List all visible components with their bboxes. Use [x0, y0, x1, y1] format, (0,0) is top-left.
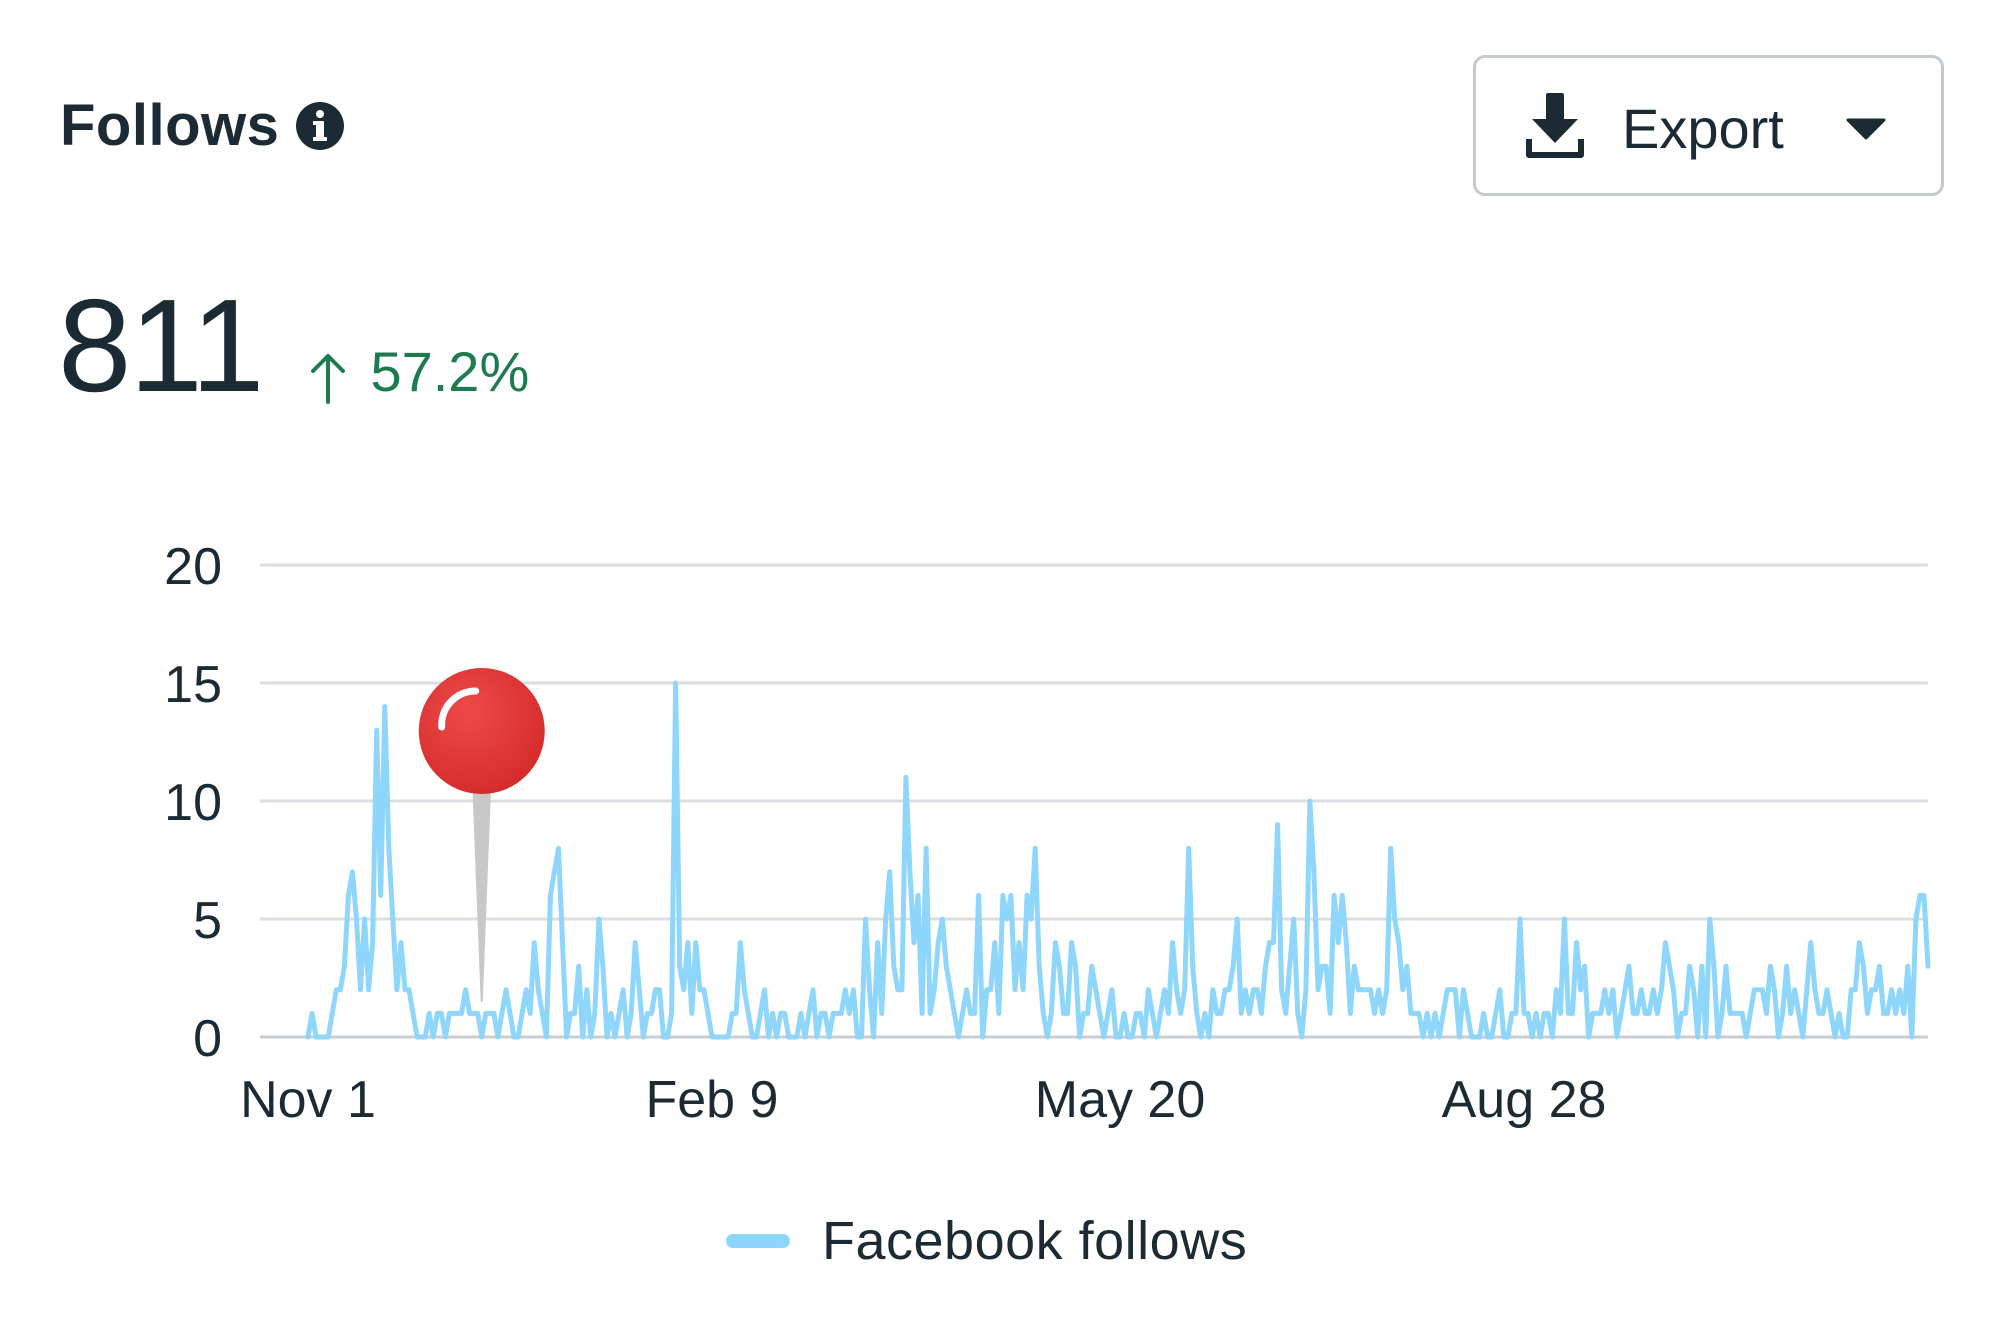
- x-tick-label: Nov 1: [240, 1071, 376, 1129]
- x-tick-label: Feb 9: [645, 1071, 778, 1129]
- x-tick-label: Aug 28: [1442, 1071, 1607, 1129]
- y-tick-label: 10: [164, 774, 222, 832]
- pin-head: [419, 668, 545, 794]
- legend-swatch: [726, 1234, 790, 1248]
- y-tick-label: 0: [193, 1010, 222, 1068]
- series-line-facebook-follows: [308, 683, 1928, 1037]
- chart-series: [308, 683, 1928, 1037]
- chart-legend: Facebook follows: [726, 1210, 1247, 1272]
- red-pushpin-icon: [419, 668, 545, 1002]
- y-tick-label: 5: [193, 892, 222, 950]
- y-tick-label: 15: [164, 656, 222, 714]
- x-axis-ticks: Nov 1 Feb 9 May 20 Aug 28: [240, 1071, 1606, 1129]
- y-tick-label: 20: [164, 538, 222, 596]
- y-axis-ticks: 0 5 10 15 20: [164, 538, 222, 1068]
- pin-needle: [472, 771, 492, 1002]
- x-tick-label: May 20: [1035, 1071, 1206, 1129]
- follows-chart: 0 5 10 15 20 Nov 1 Feb 9 May 20 Aug 28: [0, 0, 2000, 1320]
- legend-label: Facebook follows: [822, 1210, 1247, 1272]
